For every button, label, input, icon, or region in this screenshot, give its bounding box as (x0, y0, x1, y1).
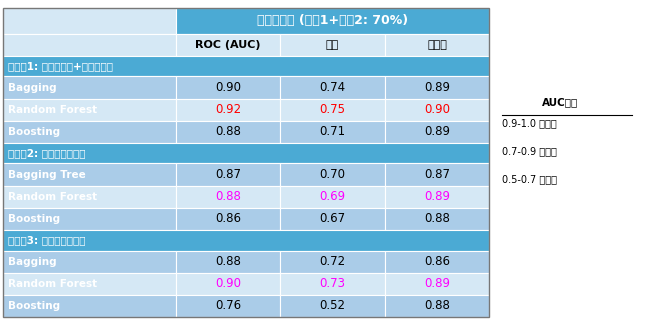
Bar (385, 76, 489, 98)
Text: Boosting: Boosting (8, 127, 60, 137)
Bar (176, 76, 280, 98)
Text: 0.89: 0.89 (424, 277, 450, 290)
Bar (280, 76, 385, 98)
Bar (3, 8, 176, 34)
Text: 特異度: 特異度 (427, 40, 447, 50)
Bar (280, 273, 385, 295)
Bar (3, 98, 176, 121)
Bar (176, 273, 280, 295)
Text: 0.76: 0.76 (215, 299, 241, 312)
Bar (176, 208, 280, 230)
Bar (3, 186, 176, 208)
Bar (385, 251, 489, 273)
Text: 0.73: 0.73 (319, 277, 345, 290)
Text: 0.9-1.0 高精度: 0.9-1.0 高精度 (502, 119, 557, 129)
Bar (385, 186, 489, 208)
Text: 0.52: 0.52 (319, 299, 345, 312)
Bar (176, 121, 280, 143)
Bar (280, 163, 385, 186)
Bar (280, 295, 385, 317)
Text: 感度: 感度 (326, 40, 339, 50)
Bar (176, 186, 280, 208)
Text: 0.88: 0.88 (424, 299, 450, 312)
Bar (176, 163, 280, 186)
Bar (3, 143, 489, 163)
Text: 0.67: 0.67 (319, 212, 345, 225)
Text: 0.71: 0.71 (319, 125, 345, 138)
Bar (3, 230, 489, 251)
Bar (385, 273, 489, 295)
Bar (385, 121, 489, 143)
Text: モデル3: 音声データのみ: モデル3: 音声データのみ (8, 235, 86, 245)
Text: 0.89: 0.89 (424, 190, 450, 203)
Bar (3, 163, 176, 186)
Text: モデル1: 音声データ+属性データ: モデル1: 音声データ+属性データ (8, 61, 113, 71)
Text: Bagging: Bagging (8, 257, 57, 266)
Bar (3, 76, 176, 98)
Text: 訓練データ (時点1+時点2: 70%): 訓練データ (時点1+時点2: 70%) (257, 14, 408, 27)
Text: AUC基準: AUC基準 (542, 98, 579, 108)
Text: 0.7-0.9 中精度: 0.7-0.9 中精度 (502, 146, 557, 156)
Text: 0.90: 0.90 (215, 277, 241, 290)
Text: 0.90: 0.90 (424, 103, 450, 116)
Text: 0.88: 0.88 (215, 255, 241, 268)
Text: 0.87: 0.87 (424, 168, 450, 181)
Bar (3, 56, 489, 76)
Bar (385, 163, 489, 186)
Bar (280, 121, 385, 143)
Bar (176, 251, 280, 273)
Text: 0.75: 0.75 (319, 103, 345, 116)
Text: 0.70: 0.70 (319, 168, 345, 181)
Text: Bagging: Bagging (8, 83, 57, 93)
Text: 0.86: 0.86 (424, 255, 450, 268)
Text: 0.89: 0.89 (424, 81, 450, 94)
Text: 0.74: 0.74 (319, 81, 345, 94)
Bar (3, 251, 176, 273)
Text: 0.86: 0.86 (215, 212, 241, 225)
Text: 0.72: 0.72 (319, 255, 345, 268)
Text: Random Forest: Random Forest (8, 192, 98, 202)
Text: 0.90: 0.90 (215, 81, 241, 94)
Bar (3, 8, 489, 317)
Text: 0.87: 0.87 (215, 168, 241, 181)
Text: Bagging Tree: Bagging Tree (8, 170, 86, 179)
Bar (385, 208, 489, 230)
Bar (176, 98, 280, 121)
Text: ROC (AUC): ROC (AUC) (195, 40, 260, 50)
Text: Boosting: Boosting (8, 214, 60, 224)
Text: Random Forest: Random Forest (8, 279, 98, 289)
Text: 0.89: 0.89 (424, 125, 450, 138)
Text: 0.88: 0.88 (215, 125, 241, 138)
Bar (280, 208, 385, 230)
Bar (3, 34, 176, 56)
Bar (385, 295, 489, 317)
Text: Random Forest: Random Forest (8, 105, 98, 115)
Bar (3, 121, 176, 143)
Bar (176, 8, 489, 34)
Text: 0.69: 0.69 (319, 190, 345, 203)
Text: モデル2: 属性データのみ: モデル2: 属性データのみ (8, 148, 86, 158)
Bar (3, 295, 176, 317)
Bar (3, 208, 176, 230)
Bar (176, 295, 280, 317)
Text: Boosting: Boosting (8, 301, 60, 311)
Text: 0.5-0.7 低精度: 0.5-0.7 低精度 (502, 174, 557, 184)
Bar (280, 251, 385, 273)
Text: 0.92: 0.92 (215, 103, 241, 116)
Bar (385, 34, 489, 56)
Bar (3, 273, 176, 295)
Text: 0.88: 0.88 (424, 212, 450, 225)
Text: 0.88: 0.88 (215, 190, 241, 203)
Bar (280, 34, 385, 56)
Bar (385, 98, 489, 121)
Bar (176, 34, 280, 56)
Bar (280, 98, 385, 121)
Bar (280, 186, 385, 208)
